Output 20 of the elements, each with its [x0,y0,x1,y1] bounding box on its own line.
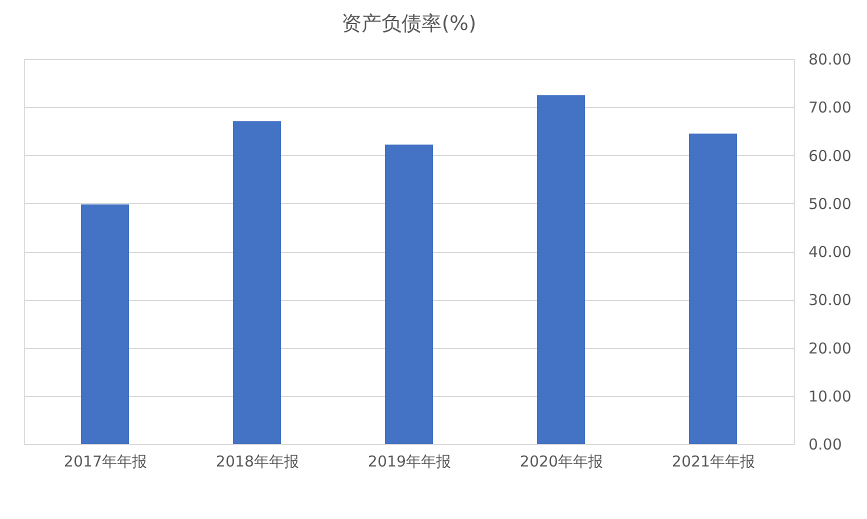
y-tick-label: 30.00 [808,291,852,310]
x-tick-label: 2021年年报 [672,452,756,470]
bar [689,134,737,444]
bar [233,121,281,444]
y-tick-label: 0.00 [808,436,842,454]
y-tick-label: 10.00 [808,387,852,406]
chart-title: 资产负债率(%) [342,11,476,35]
y-tick-label: 40.00 [808,243,852,261]
y-tick-label: 80.00 [808,50,852,68]
y-tick-label: 70.00 [808,98,852,117]
y-tick-label: 60.00 [808,146,852,165]
bar [385,144,433,444]
bar [537,95,585,444]
y-tick-label: 20.00 [808,339,852,358]
y-tick-label: 50.00 [808,194,852,213]
x-tick-label: 2018年年报 [216,452,300,470]
x-tick-label: 2019年年报 [368,452,452,470]
x-tick-label: 2017年年报 [64,452,148,470]
bar [81,204,129,444]
x-tick-label: 2020年年报 [520,452,604,470]
